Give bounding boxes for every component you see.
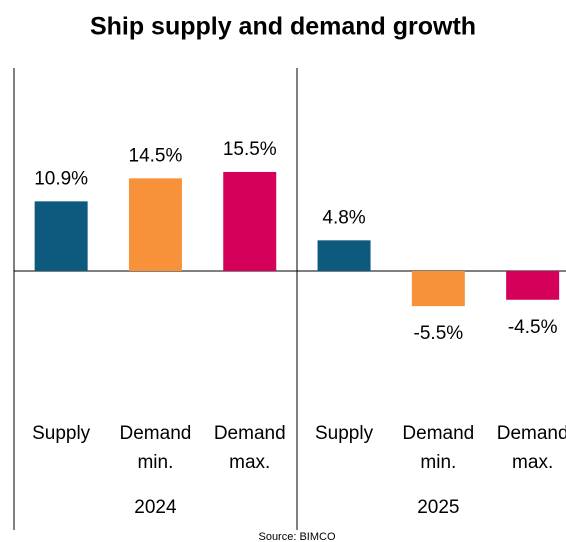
bar [34, 201, 88, 271]
bar [411, 271, 465, 307]
data-label: 10.9% [34, 168, 88, 189]
data-label: -5.5% [414, 323, 464, 344]
x-tick-label: Demand min. [119, 423, 192, 473]
x-tick-label: Supply [314, 423, 374, 444]
data-label: -4.5% [508, 317, 558, 338]
bar [506, 271, 560, 300]
bar [128, 178, 182, 271]
group-label: 2025 [417, 497, 459, 518]
data-label: 15.5% [223, 139, 277, 160]
bar [317, 240, 371, 271]
data-label: 14.5% [129, 145, 183, 166]
source: Source: BIMCO [258, 531, 335, 542]
x-tick-label: Demand min. [402, 423, 475, 473]
x-tick-label: Supply [32, 423, 91, 444]
group-label: 2024 [134, 497, 177, 518]
x-tick-label: Demand max. [213, 423, 286, 473]
bar [223, 171, 277, 271]
chart-title: Ship supply and demand growth [90, 13, 476, 41]
x-tick-label: Demand max. [496, 423, 566, 473]
data-label: 4.8% [322, 207, 365, 228]
